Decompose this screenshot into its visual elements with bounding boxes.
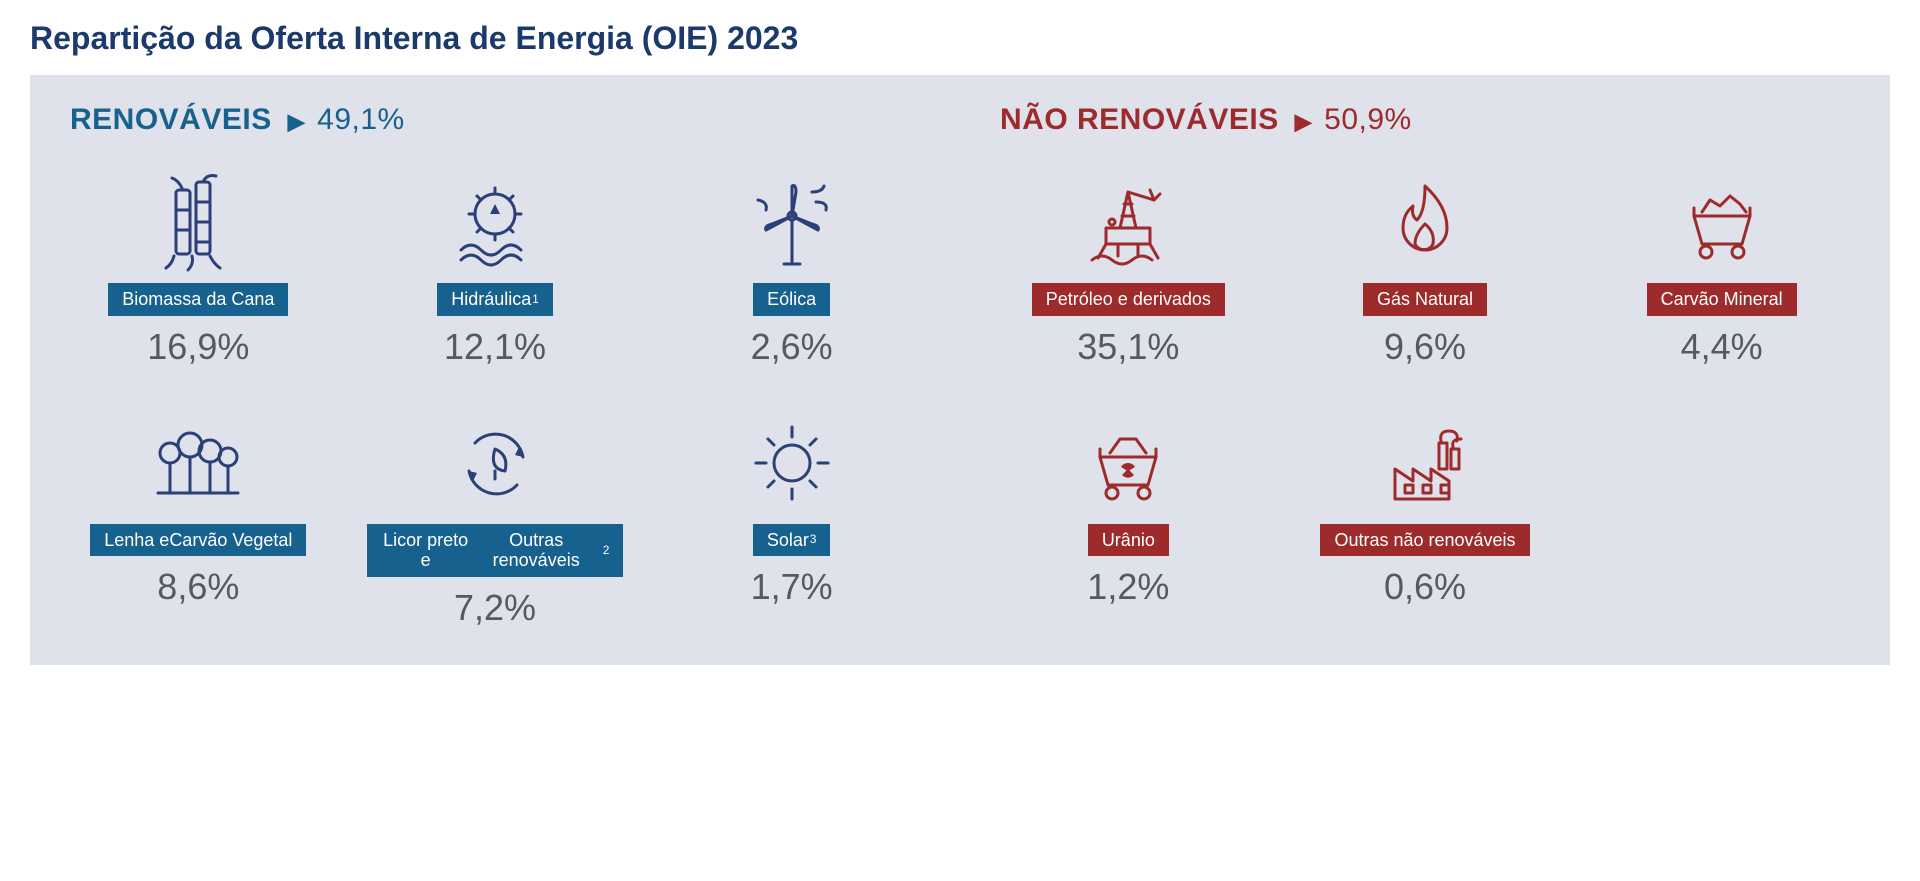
item-value: 4,4% — [1681, 326, 1763, 368]
nonrenewables-header-pct: 50,9% — [1324, 103, 1412, 137]
arrow-icon: ▶ — [1295, 109, 1312, 135]
nonrenewables-grid: Petróleo e derivados 35,1% Gás Natural 9,6%… — [1000, 167, 1850, 608]
sun-icon — [742, 408, 842, 518]
forest-icon — [148, 408, 248, 518]
item-value: 8,6% — [157, 566, 239, 608]
energy-item: Solar3 1,7% — [663, 408, 920, 629]
item-value: 9,6% — [1384, 326, 1466, 368]
item-label-badge: Licor preto eOutras renováveis2 — [367, 524, 624, 577]
flame-icon — [1375, 167, 1475, 277]
infographic-panel: RENOVÁVEIS ▶ 49,1% Biomassa da Cana 16,9%… — [30, 75, 1890, 665]
page-title: Repartição da Oferta Interna de Energia … — [30, 20, 1890, 57]
uranium-icon — [1078, 408, 1178, 518]
nonrenewables-header-label: NÃO RENOVÁVEIS — [1000, 103, 1279, 137]
energy-item: Petróleo e derivados 35,1% — [1000, 167, 1257, 368]
energy-item: Hidráulica1 12,1% — [367, 167, 624, 368]
item-value: 7,2% — [454, 587, 536, 629]
hydro-icon — [445, 167, 545, 277]
renewables-header: RENOVÁVEIS ▶ 49,1% — [70, 103, 920, 137]
energy-item: Outras não renováveis 0,6% — [1297, 408, 1554, 609]
item-label-badge: Outras não renováveis — [1320, 524, 1529, 557]
item-value: 1,2% — [1087, 566, 1169, 608]
item-label-badge: Petróleo e derivados — [1032, 283, 1225, 316]
energy-item: Eólica 2,6% — [663, 167, 920, 368]
nonrenewables-column: NÃO RENOVÁVEIS ▶ 50,9% Petróleo e deriva… — [1000, 103, 1850, 629]
item-value: 1,7% — [751, 566, 833, 608]
energy-item: Licor preto eOutras renováveis2 7,2% — [367, 408, 624, 629]
recycle-icon — [445, 408, 545, 518]
renewables-grid: Biomassa da Cana 16,9% Hidráulica1 12,1% Eól… — [70, 167, 920, 629]
factory-icon — [1375, 408, 1475, 518]
item-label-badge: Urânio — [1088, 524, 1169, 557]
rig-icon — [1078, 167, 1178, 277]
item-label-badge: Biomassa da Cana — [108, 283, 288, 316]
item-label-badge: Gás Natural — [1363, 283, 1487, 316]
energy-item: Lenha eCarvão Vegetal 8,6% — [70, 408, 327, 629]
item-value: 2,6% — [751, 326, 833, 368]
item-value: 12,1% — [444, 326, 546, 368]
item-label-badge: Lenha eCarvão Vegetal — [90, 524, 306, 557]
energy-item: Gás Natural 9,6% — [1297, 167, 1554, 368]
item-label-badge: Carvão Mineral — [1647, 283, 1797, 316]
item-value: 35,1% — [1077, 326, 1179, 368]
energy-item: Urânio 1,2% — [1000, 408, 1257, 609]
cart-icon — [1672, 167, 1772, 277]
renewables-header-label: RENOVÁVEIS — [70, 103, 272, 137]
item-label-badge: Solar3 — [753, 524, 831, 557]
nonrenewables-header: NÃO RENOVÁVEIS ▶ 50,9% — [1000, 103, 1850, 137]
wind-icon — [742, 167, 842, 277]
renewables-header-pct: 49,1% — [317, 103, 405, 137]
energy-item: Carvão Mineral 4,4% — [1593, 167, 1850, 368]
item-value: 0,6% — [1384, 566, 1466, 608]
bamboo-icon — [148, 167, 248, 277]
item-label-badge: Eólica — [753, 283, 830, 316]
energy-item: Biomassa da Cana 16,9% — [70, 167, 327, 368]
item-label-badge: Hidráulica1 — [437, 283, 553, 316]
arrow-icon: ▶ — [288, 109, 305, 135]
item-value: 16,9% — [147, 326, 249, 368]
renewables-column: RENOVÁVEIS ▶ 49,1% Biomassa da Cana 16,9%… — [70, 103, 920, 629]
